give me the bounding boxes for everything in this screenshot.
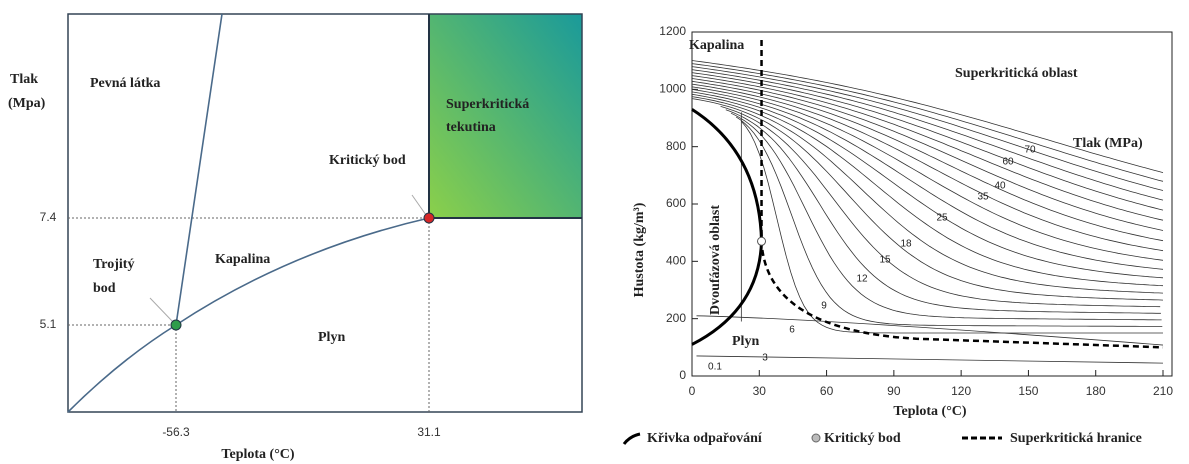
- x-tick-label: 90: [887, 384, 901, 398]
- isobar: [730, 112, 1162, 321]
- isobar: [691, 66, 1164, 191]
- y-tick-label: 1000: [659, 82, 686, 96]
- isobar: [691, 91, 1164, 279]
- label: bod: [93, 281, 116, 296]
- label: Teplota (°C): [221, 447, 294, 462]
- label: Tlak (MPa): [1073, 136, 1143, 151]
- isobar: [691, 83, 1164, 252]
- label: Kapalina: [215, 252, 270, 267]
- supercritical-boundary: [760, 40, 1164, 349]
- y-tick-label: 0: [679, 368, 686, 382]
- isobar: [740, 120, 1163, 334]
- isobar: [691, 63, 1164, 182]
- legend-swatch: [811, 433, 821, 443]
- isobar: [696, 315, 1164, 346]
- isobar: [691, 69, 1164, 201]
- pointer: [149, 297, 174, 323]
- x-tick-label: 120: [951, 384, 971, 398]
- isobar: [691, 75, 1164, 221]
- isobar: [720, 106, 1161, 308]
- isobar: [691, 96, 1164, 294]
- critical-point: [757, 236, 767, 246]
- legend-label: Křivka odpařování: [647, 431, 763, 446]
- isobar-label: 40: [994, 181, 1006, 192]
- label: (Mpa): [8, 96, 46, 111]
- pointer: [411, 194, 427, 216]
- isobar: [691, 78, 1164, 231]
- label: Pevná látka: [90, 76, 160, 91]
- label: tekutina: [446, 120, 496, 135]
- isobar: [735, 116, 1163, 327]
- y-tick-label: 800: [666, 139, 686, 153]
- y-tick-label: 400: [666, 254, 686, 268]
- sublimation-curve: [67, 324, 177, 413]
- isobar-label: 0.1: [708, 362, 722, 373]
- y-tick-label: 600: [666, 196, 686, 210]
- isobar: [691, 89, 1164, 270]
- critical-point: [423, 212, 435, 224]
- supercritical-region: [429, 14, 582, 218]
- isobar-label: 70: [1024, 145, 1036, 156]
- label: Kapalina: [689, 38, 744, 53]
- isobar: [691, 72, 1164, 211]
- isobar-label: 3: [762, 353, 768, 364]
- legend-label: Superkritická hranice: [1010, 431, 1142, 446]
- isobar: [691, 98, 1164, 301]
- vaporization-curve: [175, 217, 430, 326]
- x-tick-label: 0: [689, 384, 696, 398]
- label: Kritický bod: [329, 153, 406, 168]
- x-tick-label: 30: [753, 384, 767, 398]
- isobar: [691, 86, 1164, 261]
- label: Superkritická: [446, 97, 529, 112]
- density-chart: 0 200 400 600 800 1000 1200 0 30 60 90 120 150 180 210…: [622, 24, 1173, 446]
- plot-frame: [67, 13, 583, 413]
- label: Teplota (°C): [893, 404, 966, 419]
- legend-label: Kritický bod: [824, 431, 901, 446]
- label: Hustota (kg/m³): [632, 202, 647, 297]
- phase-diagram: 5.1 7.4 -56.3 31.1 Tlak (Mpa) Pevná látka Super…: [8, 13, 583, 462]
- triple-point: [170, 319, 182, 331]
- isobar-label: 12: [856, 274, 868, 285]
- y-tick-label: 7.4: [40, 210, 57, 224]
- label: Dvoufázová oblast: [708, 205, 723, 315]
- melting-curve: [175, 13, 223, 326]
- vaporization-curve: [691, 108, 764, 346]
- isobar: [691, 60, 1164, 173]
- isobar-label: 18: [900, 239, 912, 250]
- x-tick-label: 150: [1018, 384, 1038, 398]
- isobar-label: 9: [821, 301, 827, 312]
- isobar-label: 15: [879, 255, 891, 266]
- isobar: [691, 93, 1164, 287]
- label: Plyn: [732, 334, 759, 349]
- isobar-label: 25: [936, 213, 948, 224]
- isobar-label: 35: [977, 192, 989, 203]
- y-tick-label: 1200: [659, 24, 686, 38]
- plot-frame: [691, 31, 1173, 377]
- legend-swatch: [622, 432, 641, 445]
- label: Superkritická oblast: [955, 66, 1078, 81]
- x-tick-label: 60: [820, 384, 834, 398]
- y-tick-label: 200: [666, 311, 686, 325]
- label: Plyn: [318, 330, 345, 345]
- label: Tlak: [10, 72, 38, 87]
- x-tick-label: 180: [1086, 384, 1106, 398]
- isobar-label: 60: [1002, 157, 1014, 168]
- isobar: [725, 109, 1161, 314]
- y-tick-label: 5.1: [40, 317, 57, 331]
- x-tick-label: 31.1: [417, 425, 441, 439]
- x-tick-label: -56.3: [162, 425, 190, 439]
- isobar: [691, 80, 1164, 242]
- label: Trojitý: [93, 257, 134, 272]
- x-tick-label: 210: [1153, 384, 1173, 398]
- isobar-label: 6: [789, 325, 795, 336]
